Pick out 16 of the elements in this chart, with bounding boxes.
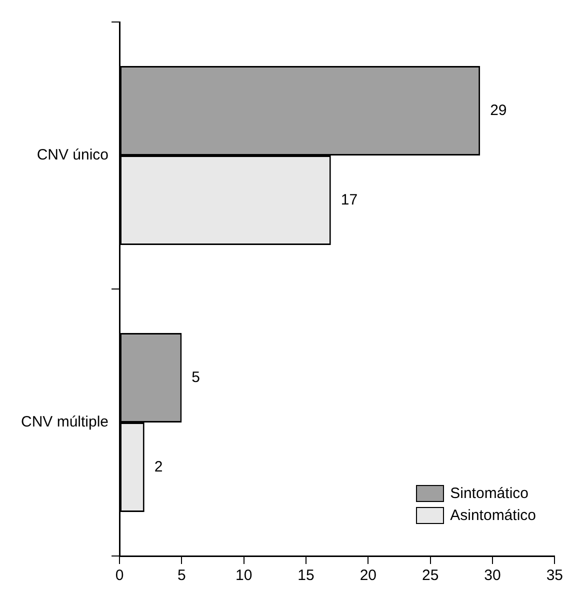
x-tick-label: 25 bbox=[422, 567, 439, 584]
y-tick-label: CNV múltiple bbox=[20, 414, 109, 431]
data-label: 29 bbox=[490, 102, 507, 119]
data-label: 5 bbox=[192, 368, 200, 386]
x-tick-label: 10 bbox=[236, 567, 252, 584]
legend-label: Sintomático bbox=[450, 484, 528, 502]
x-tick-label: 20 bbox=[360, 567, 377, 584]
x-tick-label: 5 bbox=[178, 567, 186, 584]
legend-label: Asintomático bbox=[450, 506, 536, 524]
x-tick-label: 35 bbox=[546, 567, 563, 584]
y-tick-label: CNV único bbox=[36, 146, 109, 164]
x-tick-label: 0 bbox=[115, 567, 124, 584]
data-label: 2 bbox=[154, 458, 163, 476]
x-tick-label: 30 bbox=[484, 567, 501, 584]
data-label: 17 bbox=[340, 191, 358, 208]
x-tick-label: 15 bbox=[298, 567, 314, 584]
